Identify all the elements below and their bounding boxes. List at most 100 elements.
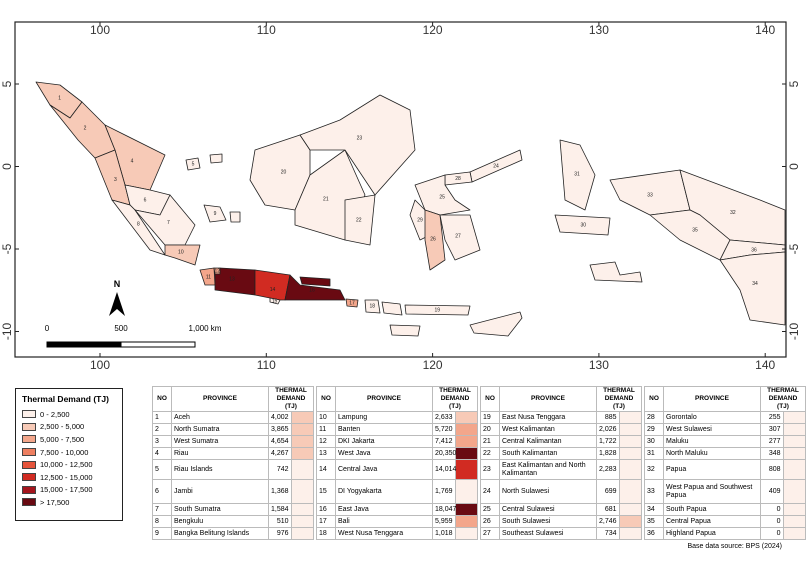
row-number: 36	[644, 527, 664, 540]
province-name: West Papua and Southwest Papua	[663, 479, 761, 504]
table-row: 6 Jambi 1,368 15 DI Yogyakarta 1,769 24 North S…	[152, 479, 806, 504]
region-number: 4	[131, 158, 134, 164]
province-region	[719, 251, 786, 326]
province-name: Riau	[171, 447, 269, 460]
region-number: 17	[349, 300, 355, 306]
region-number: 23	[357, 135, 363, 141]
province-region	[344, 194, 376, 246]
legend-swatch	[22, 422, 36, 431]
row-number: 15	[316, 479, 336, 504]
province-name: Gorontalo	[663, 411, 761, 424]
province-table: NO PROVINCE THERMAL DEMAND (TJ) NO PROVINCE T…	[152, 386, 806, 540]
table-row: 9 Bangka Belitung Islands 976 18 West Nusa T…	[152, 527, 806, 540]
province-name: Central Java	[335, 459, 433, 480]
region-number: 29	[417, 217, 423, 223]
row-number: 19	[480, 411, 500, 424]
thermal-demand: 0	[760, 515, 784, 528]
demand-class-swatch	[782, 459, 806, 480]
north-arrow	[109, 292, 125, 316]
demand-class-swatch	[290, 515, 314, 528]
thermal-demand: 5,720	[432, 423, 456, 436]
demand-class-swatch	[618, 411, 642, 424]
longitude-label: 100	[90, 358, 110, 372]
region-number: 35	[692, 227, 698, 233]
province-name: Aceh	[171, 411, 269, 424]
legend-label: 7,500 - 10,000	[40, 447, 89, 457]
thermal-demand: 699	[596, 479, 620, 504]
province-name: Highland Papua	[663, 527, 761, 540]
province-name: Central Papua	[663, 515, 761, 528]
demand-class-swatch	[454, 515, 478, 528]
legend-item: 0 - 2,500	[22, 408, 116, 421]
legend-label: 12,500 - 15,000	[40, 472, 93, 482]
demand-class-swatch	[454, 479, 478, 504]
row-number: 11	[316, 423, 336, 436]
province-name: Bengkulu	[171, 515, 269, 528]
province-region	[269, 297, 281, 305]
province-name: East Nusa Tenggara	[499, 411, 597, 424]
legend-label: > 17,500	[40, 497, 70, 507]
thermal-demand: 3,865	[268, 423, 292, 436]
legend-item: > 17,500	[22, 496, 116, 509]
row-number: 27	[480, 527, 500, 540]
latitude-label: -5	[787, 243, 801, 254]
legend-label: 5,000 - 7,500	[40, 434, 85, 444]
latitude-label: 5	[0, 80, 14, 87]
row-number: 35	[644, 515, 664, 528]
province-name: Bangka Belitung Islands	[171, 527, 269, 540]
region-number: 3	[114, 177, 117, 183]
row-number: 10	[316, 411, 336, 424]
thermal-demand: 1,722	[596, 435, 620, 448]
scale-bar	[120, 341, 196, 348]
thermal-demand: 734	[596, 527, 620, 540]
row-number: 31	[644, 447, 664, 460]
legend-item: 15,000 - 17,500	[22, 484, 116, 497]
legend-swatch	[22, 485, 36, 494]
longitude-label: 100	[90, 23, 110, 37]
region-number: 5	[192, 161, 195, 167]
province-region	[229, 211, 241, 223]
longitude-label: 130	[589, 358, 609, 372]
latitude-label: -10	[0, 323, 14, 341]
region-number: 27	[455, 233, 461, 239]
demand-class-swatch	[782, 479, 806, 504]
province-region	[364, 299, 381, 314]
legend-item: 10,000 - 12,500	[22, 458, 116, 471]
province-region	[209, 153, 223, 164]
province-name: DKI Jakarta	[335, 435, 433, 448]
row-number: 1	[152, 411, 172, 424]
column-header: THERMAL DEMAND (TJ)	[596, 386, 642, 412]
demand-class-swatch	[618, 435, 642, 448]
region-number: 2	[84, 126, 87, 132]
province-name: Central Kalimantan	[499, 435, 597, 448]
province-name: Riau Islands	[171, 459, 269, 480]
region-number: 36	[751, 248, 757, 254]
legend-swatch	[22, 410, 36, 419]
table-row: 2 North Sumatra 3,865 11 Banten 5,720 20 West K…	[152, 423, 806, 436]
region-number: 9	[214, 211, 217, 217]
region-number: 16	[309, 287, 315, 293]
demand-class-swatch	[454, 435, 478, 448]
province-name: West Sulawesi	[663, 423, 761, 436]
row-number: 28	[644, 411, 664, 424]
legend-swatch	[22, 435, 36, 444]
demand-class-swatch	[782, 423, 806, 436]
region-number: 14	[270, 287, 276, 293]
latitude-label: -10	[787, 323, 801, 341]
source-note: Base data source: BPS (2024)	[687, 543, 782, 550]
longitude-label: 130	[589, 23, 609, 37]
thermal-demand: 808	[760, 459, 784, 480]
demand-class-swatch	[454, 527, 478, 540]
region-number: 26	[430, 236, 436, 242]
longitude-label: 120	[423, 23, 443, 37]
province-region	[554, 214, 611, 236]
demand-class-swatch	[618, 515, 642, 528]
province-name: Central Sulawesi	[499, 503, 597, 516]
thermal-demand: 14,014	[432, 459, 456, 480]
region-number: 18	[369, 304, 375, 310]
demand-class-swatch	[454, 503, 478, 516]
demand-class-swatch	[454, 411, 478, 424]
thermal-demand: 976	[268, 527, 292, 540]
